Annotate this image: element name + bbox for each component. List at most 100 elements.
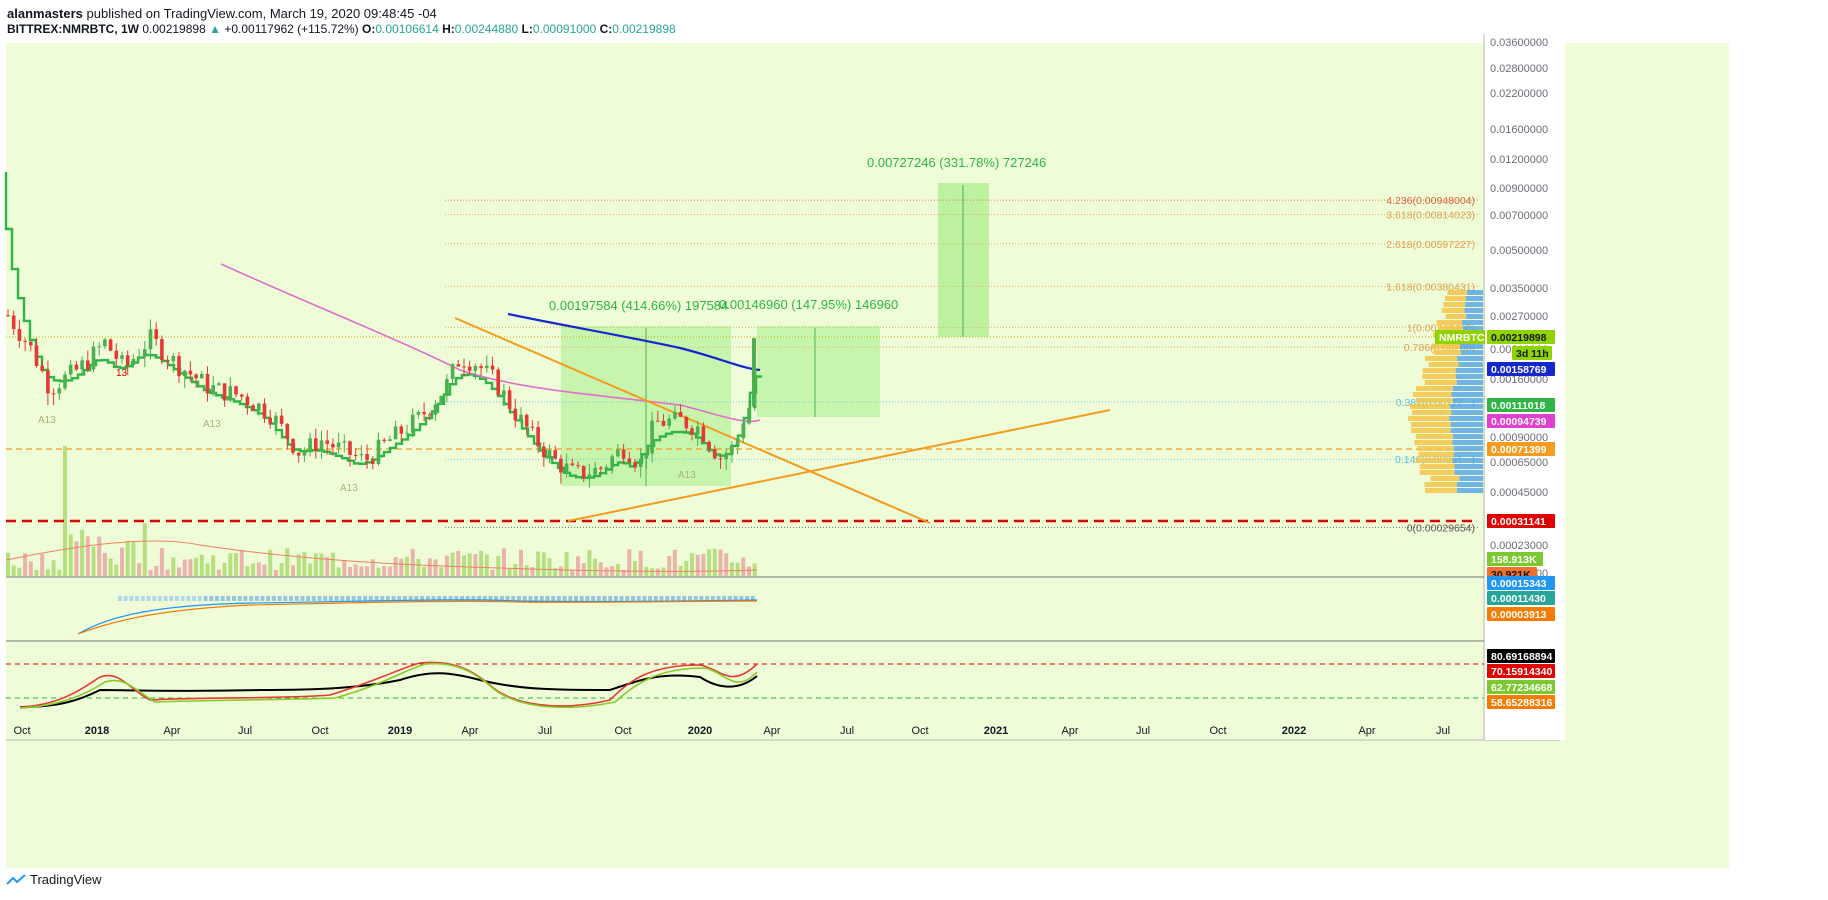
profile-bar-down: [1459, 476, 1483, 481]
candle-body: [6, 315, 10, 317]
macd-histogram-bar: [625, 596, 630, 601]
macd-histogram-bar: [351, 596, 356, 601]
candle-body: [633, 462, 637, 468]
candle-body: [502, 390, 506, 395]
candle-body: [34, 345, 39, 366]
price-badge: [1487, 414, 1555, 428]
profile-bar-up: [1422, 374, 1456, 379]
price-badge-text: 0.00158769: [1491, 364, 1547, 376]
macd-histogram-bar: [499, 596, 504, 601]
volume-bar: [496, 555, 501, 576]
price-badge-text: 62.77234668: [1491, 682, 1552, 694]
macd-histogram-bar: [602, 596, 607, 601]
footer-brand[interactable]: TradingView: [6, 872, 102, 887]
macd-histogram-bar: [123, 596, 128, 601]
profile-bar-down: [1456, 380, 1483, 385]
candle-body: [279, 415, 284, 424]
volume-bar: [273, 569, 278, 576]
volume-bar: [245, 566, 250, 576]
macd-histogram-bar: [471, 596, 476, 601]
volume-bar: [108, 558, 113, 576]
profile-bar-down: [1452, 440, 1483, 445]
sequential-marker: A13: [340, 483, 358, 494]
measure-box-2: [757, 326, 880, 417]
candle-body: [513, 408, 518, 421]
profile-bar-up: [1436, 320, 1463, 325]
volume-bar: [633, 561, 637, 576]
brand-name: TradingView: [30, 872, 102, 887]
macd-histogram-bar: [556, 596, 561, 601]
volume-bar: [382, 566, 387, 576]
volume-bar: [199, 554, 204, 576]
macd-histogram-bar: [129, 596, 134, 601]
macd-histogram-bar: [363, 596, 368, 601]
author-name[interactable]: alanmasters: [7, 6, 83, 21]
macd-histogram-bar: [670, 596, 675, 601]
count-marker: 13: [116, 368, 128, 379]
candle-body: [125, 355, 130, 365]
volume-bar: [399, 558, 404, 576]
macd-histogram-bar: [705, 596, 710, 601]
volume-bar: [85, 536, 90, 576]
volume-bar: [467, 553, 472, 576]
ohlc-legend: BITTREX:NMRBTC, 1W 0.00219898 ▲ +0.00117…: [7, 22, 676, 36]
profile-bar-up: [1424, 482, 1457, 487]
candle-body: [194, 374, 198, 379]
profile-bar-up: [1445, 314, 1467, 319]
macd-histogram-bar: [534, 596, 539, 601]
price-tick-label: 0.00023000: [1490, 540, 1548, 552]
profile-bar-down: [1453, 452, 1483, 457]
profile-bar-up: [1438, 326, 1463, 331]
close-label: C:: [599, 22, 613, 36]
candle-body: [730, 445, 734, 454]
profile-bar-down: [1465, 302, 1483, 307]
time-tick-label: Oct: [1209, 725, 1226, 737]
macd-histogram-bar: [511, 596, 516, 601]
profile-bar-up: [1441, 308, 1465, 313]
candles: [6, 309, 757, 488]
profile-bar-down: [1455, 374, 1483, 379]
volume-bar: [422, 566, 427, 576]
macd-histogram-bar: [585, 596, 590, 601]
macd-histogram-bar: [482, 596, 487, 601]
candle-body: [40, 365, 44, 371]
macd-histogram-bar: [380, 596, 385, 601]
candle-body: [262, 403, 267, 418]
profile-bar-up: [1417, 446, 1454, 451]
volume-bar: [718, 549, 723, 576]
macd-histogram-bar: [477, 596, 482, 601]
macd-histogram-bar: [750, 596, 755, 601]
volume-bar: [439, 567, 444, 576]
candle-body: [547, 450, 552, 458]
macd-histogram-bar: [465, 596, 470, 601]
macd-histogram-bar: [397, 596, 402, 601]
profile-bar-up: [1416, 386, 1453, 391]
macd-histogram-bar: [448, 596, 453, 601]
volume-bar: [695, 554, 700, 576]
candle-body: [325, 440, 329, 444]
profile-bar-down: [1456, 488, 1483, 493]
candle-body: [46, 370, 50, 394]
macd-histogram-bar: [237, 596, 242, 601]
profile-bar-up: [1414, 440, 1453, 445]
price-badge: [1487, 695, 1555, 709]
volume-bar: [216, 569, 221, 576]
candle-body: [29, 341, 33, 346]
macd-histogram-bar: [613, 596, 618, 601]
volume-bar: [114, 564, 119, 576]
fib-label: 2.618(0.00597227): [1386, 239, 1475, 251]
profile-bar-down: [1458, 362, 1483, 367]
candle-body: [536, 427, 540, 447]
price-badge-text: 0.00071399: [1491, 444, 1547, 456]
macd-histogram-bar: [118, 596, 122, 601]
candle-body: [342, 441, 347, 443]
volume-bar: [302, 552, 307, 576]
volume-bar: [405, 556, 409, 576]
candle-body: [348, 441, 352, 455]
sequential-marker: A13: [203, 419, 221, 430]
profile-bar-down: [1467, 290, 1483, 295]
symbol-label[interactable]: BITTREX:NMRBTC, 1W: [7, 22, 139, 36]
volume-bar: [547, 558, 552, 576]
price-badge-text: 58.65288316: [1491, 697, 1552, 709]
